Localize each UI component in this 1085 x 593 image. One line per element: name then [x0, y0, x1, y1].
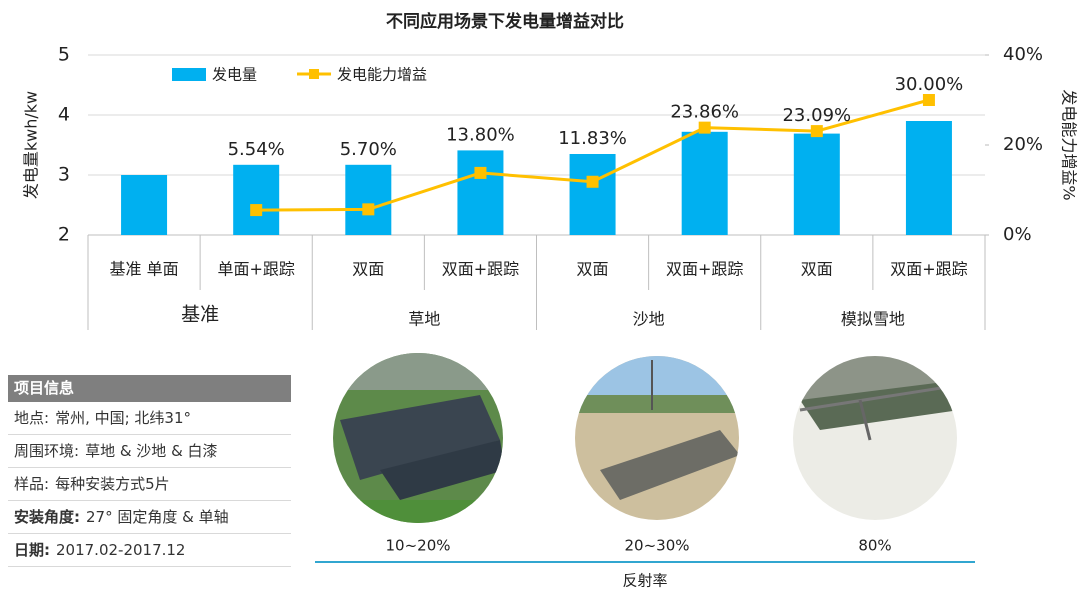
y-tick-label: 3: [58, 164, 70, 186]
legend-label: 发电量: [212, 66, 257, 84]
chart-title: 不同应用场景下发电量增益对比: [386, 11, 624, 32]
x-tick-label: 单面+跟踪: [217, 260, 294, 279]
x-tick-label: 双面+跟踪: [666, 260, 743, 279]
photo-caption: 80%: [858, 537, 891, 555]
photo-caption: 20~30%: [625, 537, 690, 555]
line-marker: [810, 125, 823, 138]
data-label: 13.80%: [446, 124, 515, 145]
x-tick-label: 双面+跟踪: [442, 260, 519, 279]
info-row: 安装角度: 27° 固定角度 & 单轴: [8, 501, 291, 534]
info-label: 样品:: [14, 475, 50, 493]
group-label: 基准: [181, 304, 219, 326]
y2-axis-title: 发电能力增益%: [1060, 89, 1079, 200]
y2-tick-label: 0%: [1003, 224, 1032, 245]
info-text: 2017.02-2017.12: [56, 541, 186, 559]
bar: [345, 164, 392, 235]
bar: [905, 121, 952, 235]
legend-swatch: [309, 69, 320, 79]
bar: [569, 154, 616, 235]
y-axis-title: 发电量kwh/kw: [22, 91, 41, 199]
line-marker: [586, 175, 599, 188]
info-row: 日期: 2017.02-2017.12: [8, 534, 291, 567]
info-label: 地点:: [14, 409, 50, 427]
line-marker: [474, 166, 487, 179]
data-label: 30.00%: [895, 74, 964, 95]
bar: [121, 175, 168, 235]
x-tick-label: 双面: [577, 260, 609, 279]
y-tick-label: 5: [58, 44, 70, 66]
bar: [681, 131, 728, 235]
info-text: 每种安装方式5片: [55, 475, 170, 493]
data-label: 11.83%: [558, 128, 627, 149]
bar: [457, 150, 504, 235]
photo-grass: [333, 353, 503, 523]
y-tick-label: 2: [58, 224, 70, 246]
x-tick-label: 双面: [801, 260, 833, 279]
info-text: 27° 固定角度 & 单轴: [86, 508, 229, 526]
info-row: 周围环境: 草地 & 沙地 & 白漆: [8, 435, 291, 468]
group-label: 模拟雪地: [841, 310, 905, 329]
photo-sand: [575, 356, 739, 520]
legend-label: 发电能力增益: [337, 66, 427, 84]
line-marker: [250, 204, 263, 217]
line-marker: [922, 94, 935, 106]
group-label: 草地: [408, 310, 440, 329]
x-tick-label: 双面: [352, 260, 384, 279]
info-row: 地点: 常州, 中国; 北纬31°: [8, 402, 291, 435]
bar: [793, 133, 840, 235]
data-label: 23.09%: [782, 105, 851, 126]
info-text: 常州, 中国; 北纬31°: [55, 409, 192, 427]
x-tick-label: 双面+跟踪: [890, 260, 967, 279]
y-tick-label: 4: [58, 104, 70, 126]
y2-tick-label: 40%: [1003, 44, 1043, 65]
info-label: 周围环境:: [14, 442, 80, 460]
y2-tick-label: 20%: [1003, 134, 1043, 155]
info-row: 样品: 每种安装方式5片: [8, 468, 291, 501]
info-title: 项目信息: [8, 375, 291, 402]
legend-swatch: [172, 68, 206, 81]
bar: [233, 164, 280, 235]
data-label: 23.86%: [670, 102, 739, 123]
info-table: 项目信息 地点: 常州, 中国; 北纬31° 周围环境: 草地 & 沙地 & 白漆样品…: [8, 375, 291, 567]
info-label: 安装角度:: [14, 508, 80, 526]
line-marker: [698, 121, 711, 134]
info-label: 日期:: [14, 541, 50, 559]
group-label: 沙地: [633, 310, 665, 329]
photo-axis-label: 反射率: [622, 572, 667, 590]
photo-caption: 10~20%: [386, 537, 451, 555]
data-label: 5.54%: [228, 139, 285, 160]
line-marker: [362, 203, 375, 216]
data-label: 5.70%: [340, 139, 397, 160]
info-text: 草地 & 沙地 & 白漆: [85, 442, 218, 460]
photo-snow: [793, 356, 957, 520]
x-tick-label: 基准 单面: [110, 260, 179, 279]
